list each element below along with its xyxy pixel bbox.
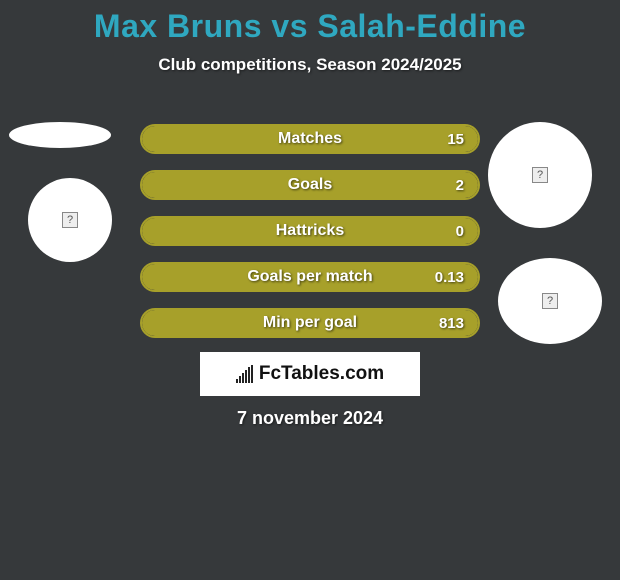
stat-label: Hattricks <box>142 218 478 244</box>
avatar-top-left <box>9 122 111 148</box>
avatar-top-right: ? <box>488 122 592 228</box>
stat-label: Goals per match <box>142 264 478 290</box>
stat-value-right: 0.13 <box>435 264 464 290</box>
stat-label: Matches <box>142 126 478 152</box>
stat-value-right: 15 <box>447 126 464 152</box>
stat-value-right: 813 <box>439 310 464 336</box>
stat-label: Goals <box>142 172 478 198</box>
stat-bar: Matches15 <box>140 124 480 154</box>
missing-image-icon: ? <box>542 293 558 309</box>
logo-bar-icon <box>242 373 244 383</box>
stat-label: Min per goal <box>142 310 478 336</box>
stat-value-right: 0 <box>456 218 464 244</box>
page-title: Max Bruns vs Salah-Eddine <box>0 0 620 45</box>
stats-container: Matches15 Goals2 Hattricks0 Goals per match… <box>140 124 480 354</box>
avatar-right: ? <box>498 258 602 344</box>
logo-bar-icon <box>245 370 247 383</box>
stat-bar: Goals2 <box>140 170 480 200</box>
logo-chart-icon <box>236 365 253 383</box>
stat-bar: Goals per match0.13 <box>140 262 480 292</box>
stat-value-right: 2 <box>456 172 464 198</box>
page-subtitle: Club competitions, Season 2024/2025 <box>0 55 620 75</box>
missing-image-icon: ? <box>532 167 548 183</box>
missing-image-icon: ? <box>62 212 78 228</box>
logo-text: FcTables.com <box>259 363 384 385</box>
logo-bar-icon <box>248 367 250 383</box>
content-root: Max Bruns vs Salah-Eddine Club competiti… <box>0 0 620 580</box>
stat-bar: Min per goal813 <box>140 308 480 338</box>
logo-bar-icon <box>239 376 241 383</box>
date-text: 7 november 2024 <box>0 408 620 429</box>
logo-bar-icon <box>236 379 238 383</box>
logo-box: FcTables.com <box>200 352 420 396</box>
avatar-left: ? <box>28 178 112 262</box>
stat-bar: Hattricks0 <box>140 216 480 246</box>
logo-bar-icon <box>251 365 253 383</box>
